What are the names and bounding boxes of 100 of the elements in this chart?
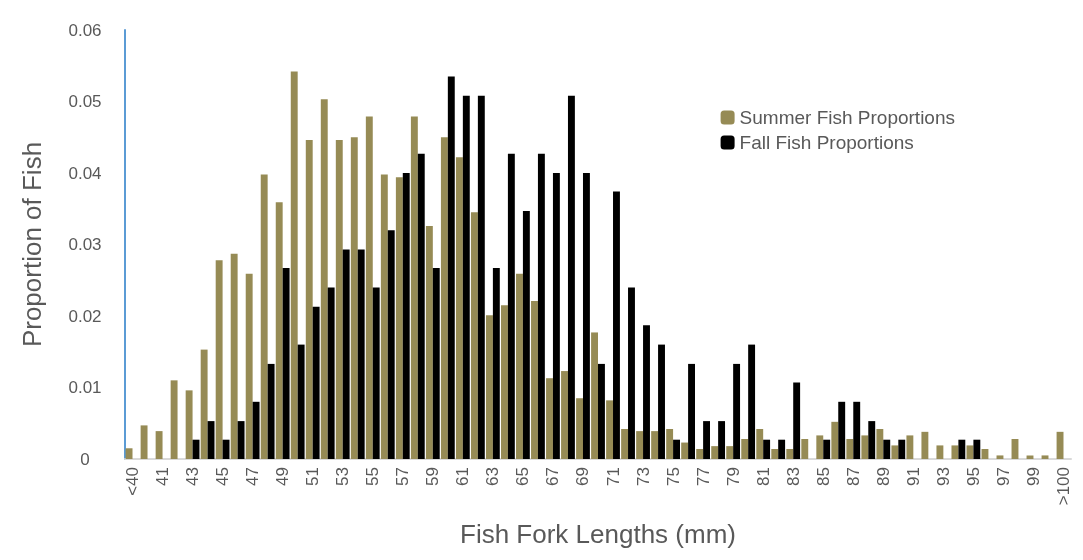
bar	[598, 363, 605, 459]
bar	[470, 212, 478, 459]
bar	[838, 401, 846, 459]
bar	[417, 153, 425, 459]
x-tick-label: 61	[453, 467, 473, 486]
bar	[305, 140, 313, 459]
bar	[222, 439, 230, 459]
bar	[410, 116, 418, 459]
bar	[492, 268, 500, 459]
y-tick-label: 0	[80, 449, 90, 469]
bar	[756, 428, 764, 459]
bar	[342, 249, 350, 459]
bar	[868, 421, 876, 459]
bar	[237, 421, 245, 459]
bar	[402, 173, 410, 459]
bar	[455, 157, 463, 459]
bar	[733, 363, 741, 459]
bar	[951, 445, 959, 459]
bar	[861, 435, 869, 459]
bar	[312, 306, 320, 459]
bar	[1026, 455, 1034, 459]
bar	[996, 455, 1004, 459]
bar	[477, 95, 485, 459]
bar	[230, 253, 238, 459]
bar	[365, 116, 373, 459]
bar	[793, 382, 801, 459]
x-tick-label: 81	[753, 467, 773, 486]
bar	[260, 174, 268, 459]
bar	[786, 448, 794, 459]
bar	[290, 71, 298, 459]
bar	[267, 363, 275, 459]
bar	[681, 442, 689, 459]
bar	[567, 95, 575, 459]
x-tick-label: 95	[963, 467, 983, 486]
bar	[741, 438, 749, 459]
bar	[763, 439, 771, 459]
bar	[462, 95, 470, 459]
bar	[921, 431, 929, 459]
bar	[613, 191, 620, 459]
bar	[591, 332, 598, 459]
x-tick-label: >100	[1053, 467, 1073, 506]
x-tick-label: 51	[303, 467, 323, 486]
y-tick-label: 0.02	[68, 306, 102, 326]
bar	[507, 153, 515, 459]
bar	[936, 445, 944, 459]
bar	[531, 300, 538, 459]
x-tick-label: 55	[363, 467, 383, 486]
bar	[447, 76, 455, 459]
bar	[831, 421, 839, 459]
bar	[552, 173, 560, 459]
bar	[898, 439, 906, 459]
bar	[155, 431, 163, 459]
bar	[958, 439, 966, 459]
bar	[170, 380, 178, 459]
x-tick-label: 49	[273, 467, 293, 486]
bar	[658, 344, 665, 459]
bar	[778, 439, 786, 459]
bar	[636, 431, 644, 459]
bar	[380, 174, 388, 459]
bar	[215, 260, 223, 459]
bar	[275, 202, 283, 459]
bar	[748, 344, 756, 459]
bar	[335, 140, 343, 459]
bar	[883, 439, 891, 459]
bar	[853, 401, 861, 459]
bar	[771, 448, 779, 459]
bar	[357, 249, 365, 459]
x-tick-label: 67	[543, 467, 563, 486]
x-tick-label: 73	[633, 467, 653, 486]
y-tick-label: 0.03	[68, 235, 102, 254]
legend-label: Fall Fish Proportions	[739, 132, 914, 153]
bar	[801, 438, 809, 459]
bar	[643, 325, 650, 459]
bar	[140, 425, 148, 459]
bar	[522, 210, 530, 459]
bar	[666, 428, 674, 459]
bar	[372, 287, 380, 459]
bar	[621, 428, 629, 459]
bar	[387, 230, 395, 459]
x-tick-label: 59	[423, 467, 443, 486]
bar	[711, 446, 719, 459]
bar	[703, 421, 711, 459]
x-tick-label: 99	[1023, 467, 1043, 486]
bar	[245, 273, 253, 459]
x-tick-label: <40	[123, 467, 143, 496]
bar	[816, 435, 824, 459]
x-tick-label: 43	[183, 467, 203, 486]
x-tick-label: 57	[393, 467, 413, 486]
bar	[485, 315, 493, 459]
x-tick-label: 53	[333, 467, 353, 486]
bar	[282, 268, 290, 459]
x-tick-label: 79	[723, 467, 743, 486]
bar	[876, 428, 884, 459]
x-tick-label: 45	[213, 467, 233, 486]
bar	[673, 439, 680, 459]
bar	[628, 287, 635, 459]
bar	[501, 305, 508, 459]
x-tick-label: 75	[663, 467, 683, 486]
bar	[432, 268, 440, 459]
x-tick-label: 65	[513, 467, 533, 486]
